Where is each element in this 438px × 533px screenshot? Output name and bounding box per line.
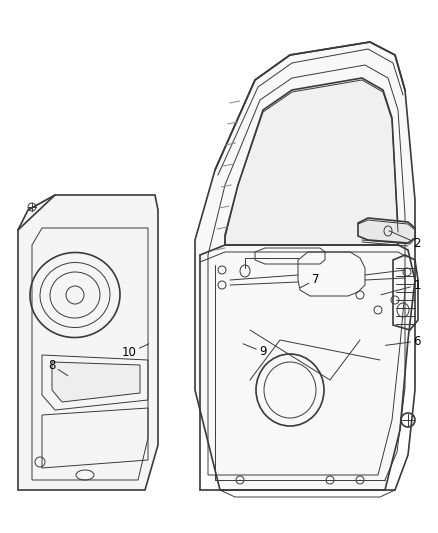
- Polygon shape: [18, 195, 158, 490]
- Text: 6: 6: [385, 335, 421, 348]
- Polygon shape: [225, 78, 398, 245]
- Text: 1: 1: [381, 279, 421, 295]
- Polygon shape: [195, 42, 415, 490]
- Polygon shape: [358, 218, 415, 243]
- Text: 2: 2: [389, 231, 421, 249]
- Text: 10: 10: [122, 344, 149, 359]
- Text: 8: 8: [48, 359, 68, 376]
- Text: 9: 9: [243, 344, 267, 358]
- Text: 7: 7: [300, 273, 319, 288]
- Polygon shape: [52, 362, 140, 402]
